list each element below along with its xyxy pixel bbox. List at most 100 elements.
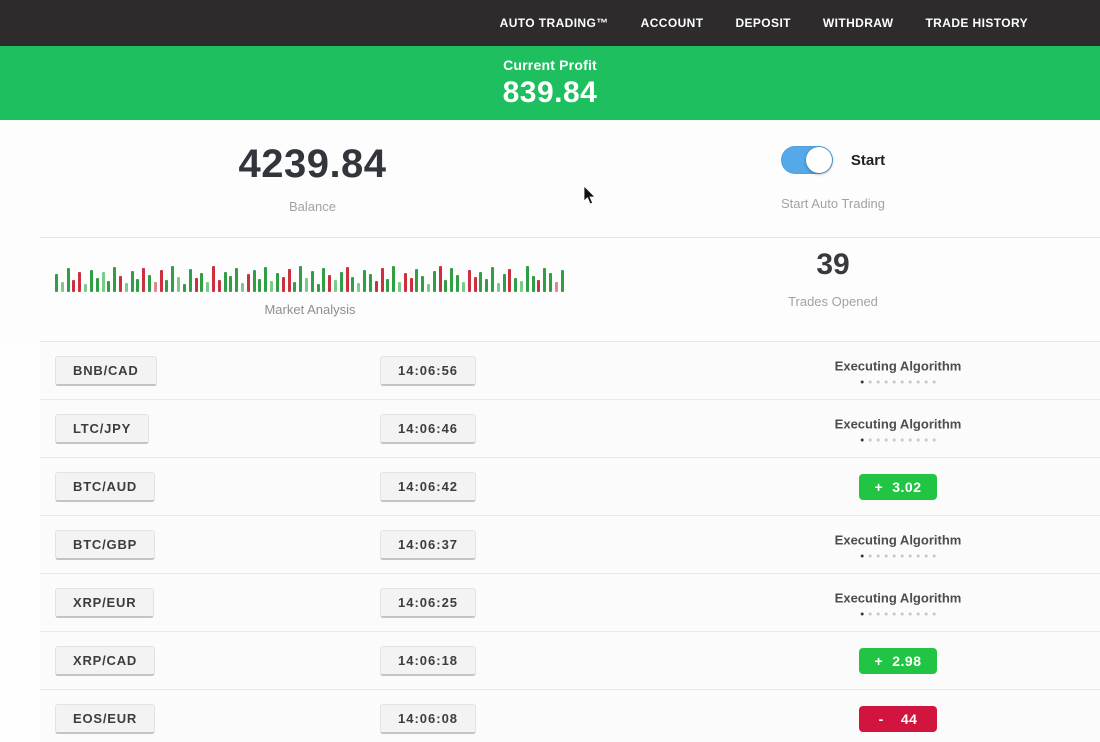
candle-bar xyxy=(363,270,367,292)
executing-algorithm-label: Executing Algorithm xyxy=(834,590,962,605)
candle-bar xyxy=(159,270,163,292)
candle-bar xyxy=(270,281,274,292)
candle-bar xyxy=(316,284,320,292)
pair-chip[interactable]: BTC/AUD xyxy=(55,471,156,502)
time-chip[interactable]: 14:06:56 xyxy=(380,355,477,386)
start-auto-trading-label: Start Auto Trading xyxy=(780,196,886,211)
trade-status: +2.98 xyxy=(859,647,937,674)
candle-bar xyxy=(78,272,82,292)
candle-bar xyxy=(148,275,151,292)
candle-bar xyxy=(397,282,401,292)
balance-block: 4239.84 Balance xyxy=(90,142,535,214)
candle-bar xyxy=(287,269,291,292)
trades-opened-block: 39 Trades Opened xyxy=(713,248,953,309)
candle-bar xyxy=(456,275,460,292)
trades-opened-value: 39 xyxy=(816,248,850,281)
candle-bar xyxy=(421,276,425,292)
candle-bar xyxy=(368,274,372,292)
candle-bar xyxy=(130,271,134,292)
pair-chip[interactable]: XRP/EUR xyxy=(55,587,155,618)
current-profit-banner: Current Profit 839.84 xyxy=(0,46,1100,120)
candle-bar xyxy=(165,280,169,292)
candle-bar xyxy=(200,273,204,292)
current-profit-value: 839.84 xyxy=(502,75,598,109)
market-analysis-label: Market Analysis xyxy=(264,302,356,317)
candle-bar xyxy=(142,268,146,292)
candle-bar xyxy=(450,268,454,292)
table-row: BTC/AUD 14:06:42 +3.02 xyxy=(40,457,1100,515)
time-chip[interactable]: 14:06:37 xyxy=(380,529,477,560)
time-chip[interactable]: 14:06:18 xyxy=(380,645,477,676)
candle-bar xyxy=(182,284,186,292)
candle-bar xyxy=(438,266,442,292)
trades-opened-label: Trades Opened xyxy=(788,294,878,309)
candle-bar xyxy=(252,270,256,292)
start-auto-trading-toggle[interactable] xyxy=(780,146,833,174)
candle-bar xyxy=(299,266,303,292)
trade-status: Executing Algorithm xyxy=(835,416,962,441)
nav-item-withdraw[interactable]: WITHDRAW xyxy=(822,16,894,30)
candle-bar xyxy=(235,268,239,292)
candle-bar xyxy=(334,280,337,292)
nav-item-auto-trading[interactable]: AUTO TRADING™ xyxy=(499,16,609,30)
candle-bar xyxy=(95,278,99,292)
candle-bar xyxy=(432,271,436,292)
profit-badge: +2.98 xyxy=(859,647,937,674)
table-row: EOS/EUR 14:06:08 -44 xyxy=(40,689,1100,742)
nav-item-account[interactable]: ACCOUNT xyxy=(640,16,704,30)
candle-bar xyxy=(72,280,76,292)
pair-chip[interactable]: BNB/CAD xyxy=(55,355,157,386)
candle-bar xyxy=(194,278,198,292)
candle-bar xyxy=(217,280,221,292)
candle-bar xyxy=(403,273,407,292)
nav-item-deposit[interactable]: DEPOSIT xyxy=(735,16,791,30)
candle-bar xyxy=(177,277,181,292)
candle-bar xyxy=(328,275,332,292)
candle-bar xyxy=(258,279,262,292)
candle-bar xyxy=(310,271,314,292)
time-chip[interactable]: 14:06:46 xyxy=(380,413,477,444)
pair-chip[interactable]: BTC/GBP xyxy=(55,529,156,560)
candle-bar xyxy=(485,279,489,292)
progress-dots xyxy=(835,612,962,615)
progress-dots xyxy=(835,438,962,441)
candle-bar xyxy=(281,277,285,292)
candle-bar xyxy=(374,281,378,292)
candle-bar xyxy=(560,270,564,292)
candle-bar xyxy=(531,276,535,292)
trade-status: Executing Algorithm xyxy=(834,590,962,615)
candle-bar xyxy=(409,278,413,292)
candle-bar xyxy=(101,272,105,292)
candle-bar xyxy=(275,273,279,292)
stats-section: 4239.84 Balance Start Start Auto Trading xyxy=(0,120,1100,237)
candle-bar xyxy=(345,267,349,292)
nav-item-trade-history[interactable]: TRADE HISTORY xyxy=(925,16,1028,30)
time-chip[interactable]: 14:06:25 xyxy=(380,587,477,618)
candle-bar xyxy=(211,266,215,292)
candle-bar xyxy=(322,268,326,292)
pair-chip[interactable]: LTC/JPY xyxy=(55,413,150,444)
candle-bar xyxy=(339,272,343,292)
time-chip[interactable]: 14:06:42 xyxy=(380,471,477,502)
current-profit-label: Current Profit xyxy=(503,56,597,73)
progress-dots xyxy=(835,380,962,383)
pair-chip[interactable]: EOS/EUR xyxy=(55,703,156,734)
pair-chip[interactable]: XRP/CAD xyxy=(55,645,156,676)
candle-bar xyxy=(473,277,477,292)
candle-bar xyxy=(304,278,308,292)
balance-label: Balance xyxy=(289,199,336,214)
candle-bar xyxy=(386,279,390,292)
time-chip[interactable]: 14:06:08 xyxy=(380,703,477,734)
candle-bar xyxy=(490,267,494,292)
candle-bar xyxy=(427,284,430,292)
toggle-start-label: Start xyxy=(850,151,886,169)
candle-bar xyxy=(520,281,523,292)
candle-bar xyxy=(241,283,244,292)
candle-bar xyxy=(537,280,541,292)
candle-bar xyxy=(60,282,64,292)
candle-bar xyxy=(444,280,448,292)
candle-bar xyxy=(508,269,512,292)
loss-badge: -44 xyxy=(859,705,937,732)
candle-bar xyxy=(107,281,111,292)
